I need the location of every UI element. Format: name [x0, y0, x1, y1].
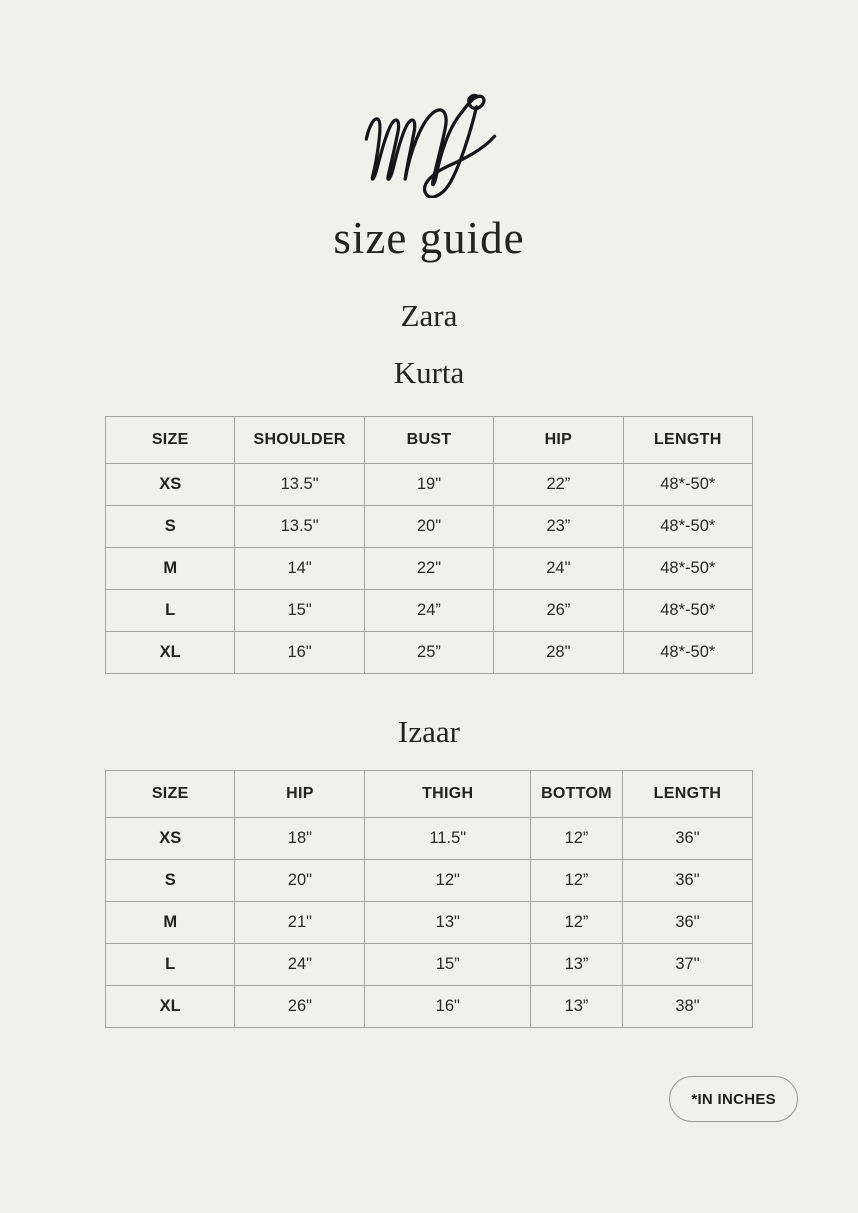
- kurta-table-title: Kurta: [393, 355, 465, 390]
- measure-cell: 26": [234, 985, 366, 1028]
- measure-cell: 13.5": [234, 505, 365, 548]
- column-header: HIP: [234, 770, 366, 818]
- table-row: S 13.5" 20" 23” 48*-50*: [104, 505, 754, 548]
- measure-cell: 11.5": [364, 817, 532, 860]
- table-row: M 21" 13" 12” 36": [104, 901, 754, 944]
- measure-cell: 25”: [363, 631, 495, 674]
- column-header: BOTTOM: [530, 770, 623, 818]
- measure-cell: 13": [364, 901, 532, 944]
- size-cell: L: [104, 589, 236, 632]
- measure-cell: 38": [621, 985, 754, 1028]
- izaar-header-row: SIZE HIP THIGH BOTTOM LENGTH: [104, 770, 754, 818]
- measure-cell: 20": [363, 505, 495, 548]
- table-row: XL 26" 16" 13” 38": [104, 985, 754, 1028]
- measure-cell: 21": [234, 901, 366, 944]
- measure-cell: 24”: [363, 589, 495, 632]
- measure-cell: 48*-50*: [622, 589, 754, 632]
- size-cell: S: [104, 505, 236, 548]
- kurta-size-table: SIZE SHOULDER BUST HIP LENGTH XS 13.5" 1…: [104, 416, 754, 674]
- measure-cell: 16": [234, 631, 365, 674]
- measure-cell: 12”: [530, 901, 623, 944]
- measure-cell: 14": [234, 547, 365, 590]
- measure-cell: 36": [621, 817, 754, 860]
- size-cell: XS: [104, 817, 236, 860]
- size-cell: M: [104, 547, 236, 590]
- column-header: SIZE: [104, 770, 236, 818]
- column-header: THIGH: [364, 770, 532, 818]
- measure-cell: 12": [364, 859, 532, 902]
- table-row: XS 18" 11.5" 12” 36": [104, 817, 754, 860]
- table-row: L 24" 15” 13” 37": [104, 943, 754, 986]
- measure-cell: 19": [363, 463, 495, 506]
- kurta-header-row: SIZE SHOULDER BUST HIP LENGTH: [104, 416, 754, 464]
- measure-cell: 48*-50*: [622, 631, 754, 674]
- measure-cell: 28": [493, 631, 624, 674]
- measure-cell: 22”: [493, 463, 624, 506]
- measure-cell: 24": [234, 943, 366, 986]
- measure-cell: 16": [364, 985, 532, 1028]
- measure-cell: 36": [621, 859, 754, 902]
- izaar-table-title: Izaar: [398, 714, 460, 749]
- measure-cell: 36": [621, 901, 754, 944]
- logo-container: [105, 0, 753, 198]
- size-cell: XS: [104, 463, 236, 506]
- size-cell: M: [104, 901, 236, 944]
- measure-cell: 12”: [530, 817, 623, 860]
- measure-cell: 48*-50*: [622, 463, 754, 506]
- measure-cell: 48*-50*: [622, 547, 754, 590]
- measure-cell: 13.5": [234, 463, 365, 506]
- table-row: XS 13.5" 19" 22” 48*-50*: [104, 463, 754, 506]
- measure-cell: 23”: [493, 505, 624, 548]
- measure-cell: 48*-50*: [622, 505, 754, 548]
- measure-cell: 13”: [530, 985, 623, 1028]
- measure-cell: 37": [621, 943, 754, 986]
- mw-signature-logo: [364, 93, 497, 198]
- measure-cell: 20": [234, 859, 366, 902]
- column-header: SHOULDER: [234, 416, 365, 464]
- column-header: LENGTH: [621, 770, 754, 818]
- column-header: SIZE: [104, 416, 236, 464]
- in-inches-badge: *IN INCHES: [669, 1076, 798, 1122]
- size-cell: XL: [104, 631, 236, 674]
- page-title: size guide: [333, 213, 525, 263]
- column-header: BUST: [363, 416, 495, 464]
- brand-name: Zara: [400, 298, 458, 333]
- measure-cell: 13”: [530, 943, 623, 986]
- measure-cell: 24": [493, 547, 624, 590]
- table-row: L 15" 24” 26” 48*-50*: [104, 589, 754, 632]
- table-row: XL 16" 25” 28" 48*-50*: [104, 631, 754, 674]
- measure-cell: 18": [234, 817, 366, 860]
- column-header: HIP: [493, 416, 624, 464]
- izaar-size-table: SIZE HIP THIGH BOTTOM LENGTH XS 18" 11.5…: [104, 770, 754, 1028]
- table-row: M 14" 22" 24" 48*-50*: [104, 547, 754, 590]
- measure-cell: 22": [363, 547, 495, 590]
- measure-cell: 15”: [364, 943, 532, 986]
- main-content: size guide Zara Kurta SIZE SHOULDER BUST…: [104, 0, 754, 1028]
- table-row: S 20" 12" 12” 36": [104, 859, 754, 902]
- size-cell: L: [104, 943, 236, 986]
- measure-cell: 12”: [530, 859, 623, 902]
- column-header: LENGTH: [622, 416, 754, 464]
- measure-cell: 15": [234, 589, 365, 632]
- size-cell: XL: [104, 985, 236, 1028]
- measure-cell: 26”: [493, 589, 624, 632]
- size-cell: S: [104, 859, 236, 902]
